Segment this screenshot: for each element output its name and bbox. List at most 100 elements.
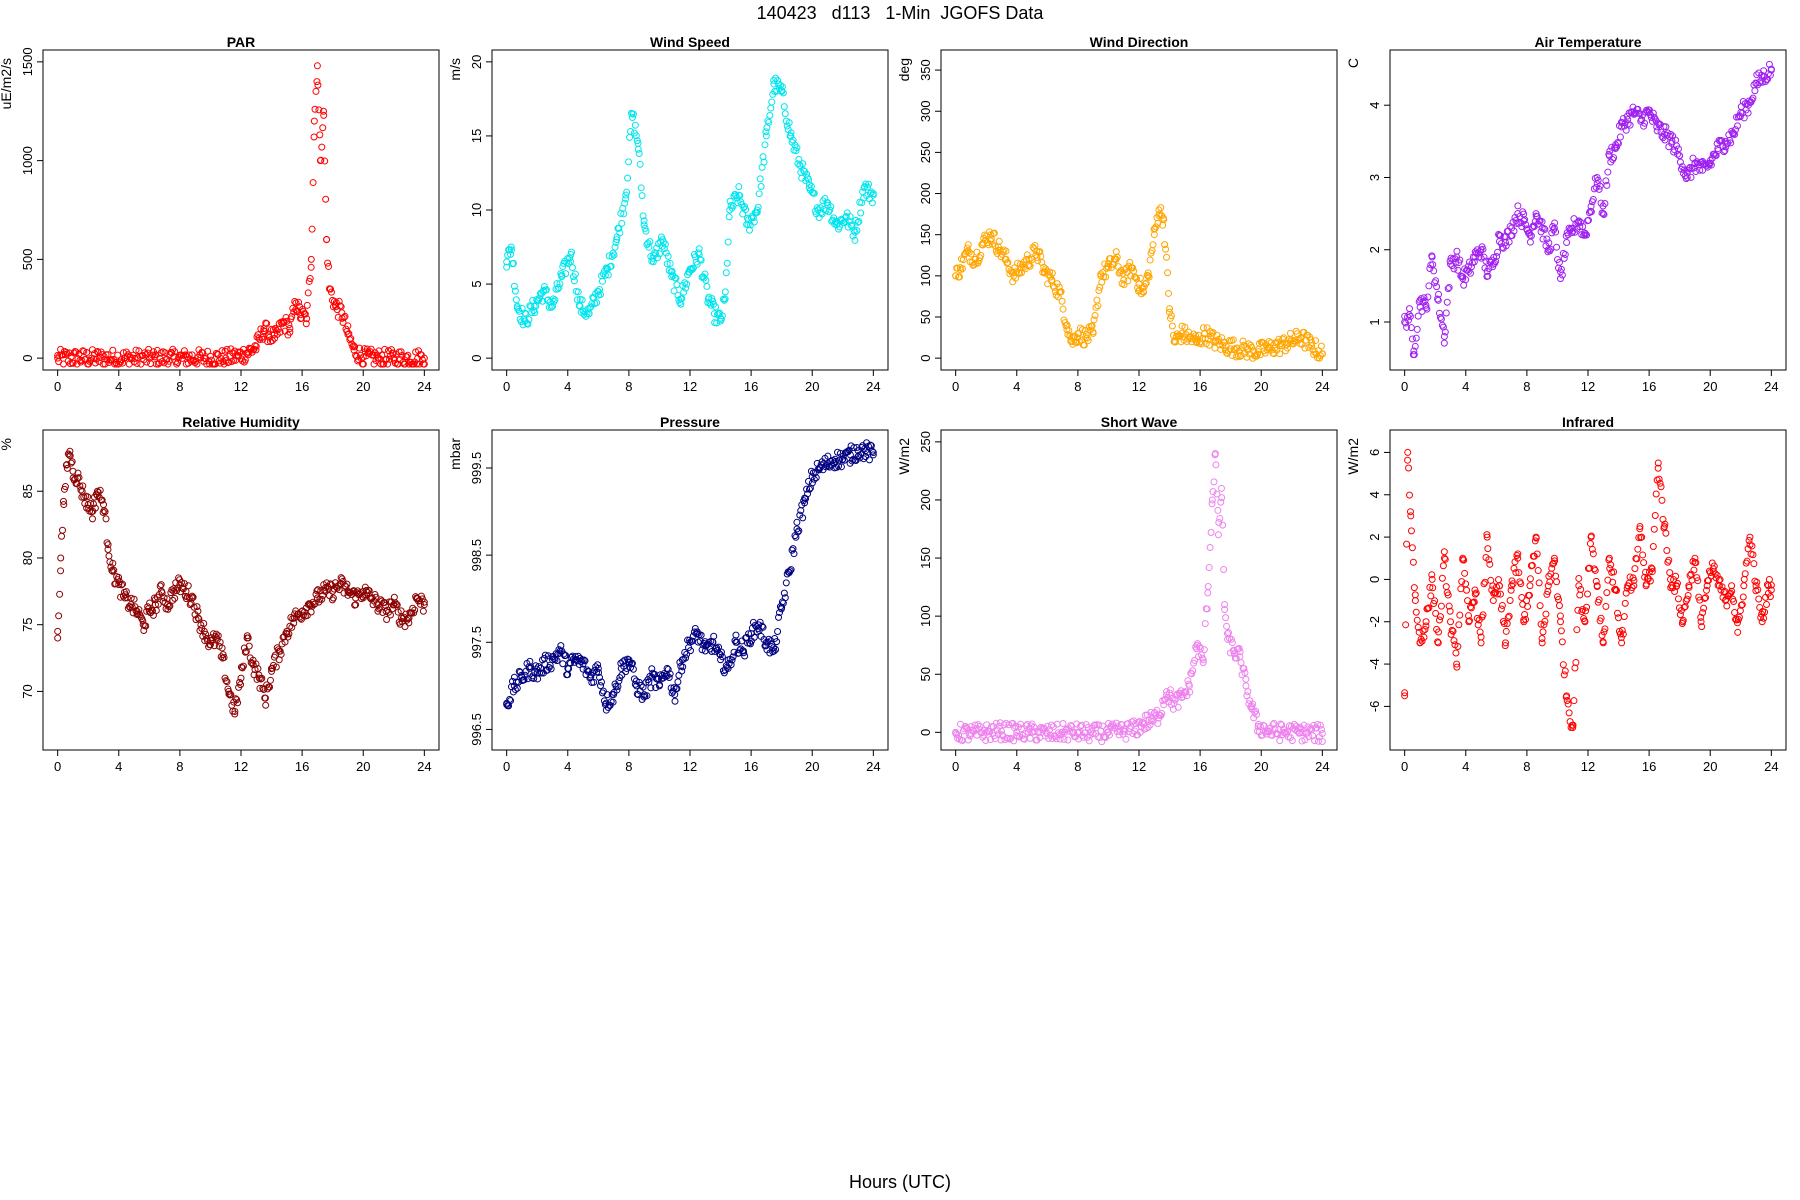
data-point bbox=[1538, 634, 1546, 642]
data-point bbox=[1557, 275, 1564, 283]
plot-frame bbox=[42, 49, 440, 371]
data-point bbox=[1532, 210, 1540, 218]
data-point bbox=[249, 661, 257, 669]
data-point bbox=[1425, 604, 1433, 612]
data-point bbox=[713, 319, 721, 327]
data-point bbox=[222, 354, 230, 362]
data-point bbox=[401, 623, 409, 631]
data-point bbox=[1444, 285, 1452, 293]
data-point bbox=[826, 206, 834, 214]
data-point bbox=[1691, 554, 1699, 562]
data-point bbox=[228, 358, 236, 366]
data-point bbox=[1697, 618, 1705, 626]
data-point bbox=[252, 346, 260, 354]
data-point bbox=[1624, 116, 1632, 124]
data-point bbox=[341, 582, 349, 590]
data-point bbox=[192, 357, 200, 365]
data-point bbox=[722, 269, 730, 277]
data-point bbox=[1236, 352, 1244, 360]
y-tick-label: 2 bbox=[1367, 246, 1382, 253]
data-point bbox=[610, 691, 618, 699]
data-point bbox=[774, 628, 782, 636]
data-point bbox=[853, 227, 861, 235]
data-point bbox=[1094, 302, 1102, 310]
data-points bbox=[503, 439, 877, 714]
data-point bbox=[964, 736, 972, 744]
data-point bbox=[148, 351, 156, 359]
data-point bbox=[513, 302, 521, 310]
data-point bbox=[805, 184, 813, 192]
data-point bbox=[556, 647, 564, 655]
data-point bbox=[793, 525, 801, 533]
data-point bbox=[755, 190, 763, 198]
data-point bbox=[620, 210, 628, 218]
data-point bbox=[1193, 338, 1201, 346]
data-point bbox=[1449, 627, 1457, 635]
data-point bbox=[1112, 255, 1120, 263]
data-point bbox=[61, 483, 69, 491]
data-point bbox=[1651, 511, 1659, 519]
data-point bbox=[626, 658, 634, 666]
data-point bbox=[1193, 641, 1201, 649]
data-point bbox=[1699, 166, 1707, 174]
data-point bbox=[760, 158, 768, 166]
data-point bbox=[795, 527, 803, 535]
data-point bbox=[1415, 628, 1423, 636]
data-point bbox=[1564, 231, 1572, 239]
data-point bbox=[775, 613, 783, 621]
x-tick-label: 20 bbox=[805, 759, 819, 774]
data-point bbox=[510, 282, 518, 290]
data-point bbox=[1729, 130, 1737, 138]
data-points bbox=[54, 62, 428, 368]
data-point bbox=[851, 236, 859, 244]
data-point bbox=[1435, 616, 1443, 624]
data-point bbox=[1455, 621, 1463, 629]
data-point bbox=[234, 699, 242, 707]
data-point bbox=[1602, 177, 1610, 185]
data-point bbox=[744, 221, 752, 229]
data-point bbox=[672, 274, 680, 282]
data-point bbox=[318, 595, 326, 603]
data-point bbox=[1484, 272, 1492, 280]
data-point bbox=[710, 632, 718, 640]
data-point bbox=[1422, 301, 1430, 309]
data-point bbox=[731, 190, 739, 198]
y-tick-label: 0 bbox=[918, 355, 933, 362]
x-tick-label: 16 bbox=[744, 379, 758, 394]
y-axis-label: C bbox=[1345, 58, 1361, 68]
data-point bbox=[1466, 269, 1474, 277]
data-point bbox=[841, 217, 849, 225]
data-point bbox=[1703, 582, 1711, 590]
data-point bbox=[1730, 597, 1738, 605]
data-point bbox=[1253, 710, 1261, 718]
data-point bbox=[405, 614, 413, 622]
data-point bbox=[715, 643, 723, 651]
data-point bbox=[717, 648, 725, 656]
data-point bbox=[625, 158, 633, 166]
data-point bbox=[221, 347, 229, 355]
data-point bbox=[632, 132, 640, 140]
data-point bbox=[699, 641, 707, 649]
data-point bbox=[69, 359, 77, 367]
data-point bbox=[1658, 496, 1666, 504]
data-point bbox=[556, 280, 564, 288]
data-point bbox=[170, 587, 178, 595]
data-point bbox=[746, 640, 754, 648]
data-point bbox=[728, 656, 736, 664]
data-point bbox=[1295, 728, 1303, 736]
data-point bbox=[1006, 735, 1014, 743]
data-point bbox=[1074, 334, 1082, 342]
data-point bbox=[218, 644, 226, 652]
data-point bbox=[1546, 247, 1554, 255]
data-point bbox=[393, 601, 401, 609]
y-tick-label: 100 bbox=[918, 265, 933, 287]
data-point bbox=[298, 607, 306, 615]
data-point bbox=[1249, 700, 1257, 708]
data-point bbox=[313, 594, 321, 602]
data-point bbox=[1751, 577, 1759, 585]
data-point bbox=[1592, 577, 1600, 585]
data-point bbox=[868, 447, 876, 455]
data-point bbox=[317, 587, 325, 595]
data-point bbox=[180, 580, 188, 588]
data-point bbox=[613, 686, 621, 694]
